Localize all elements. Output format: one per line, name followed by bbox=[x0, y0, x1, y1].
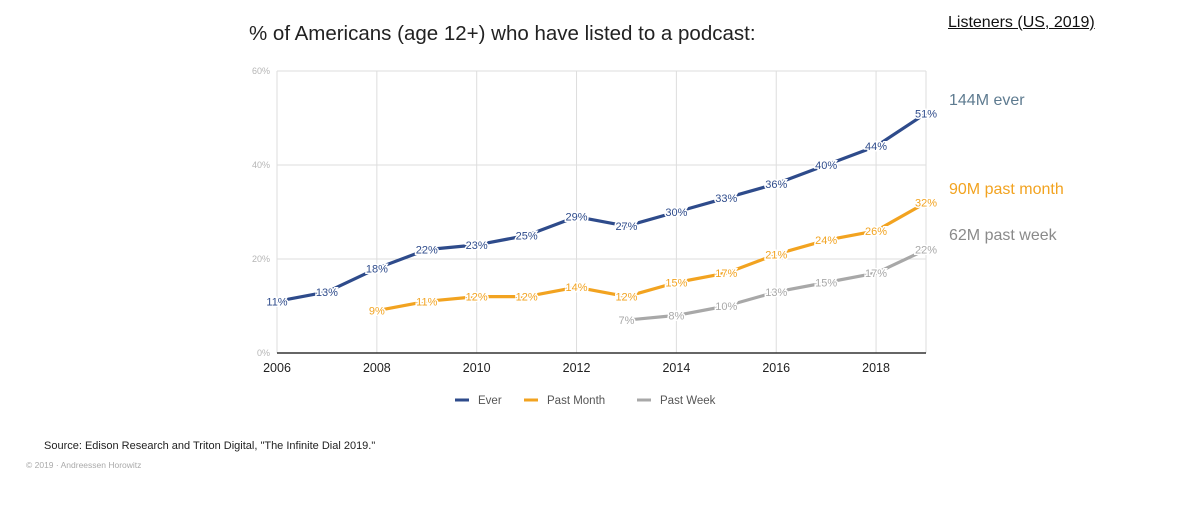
data-label: 24% bbox=[815, 235, 837, 247]
legend-label: Past Month bbox=[547, 395, 605, 407]
data-point bbox=[724, 271, 728, 275]
data-point bbox=[774, 252, 778, 256]
data-label: 12% bbox=[516, 292, 538, 304]
data-point bbox=[924, 201, 928, 205]
data-point bbox=[475, 243, 479, 247]
data-point bbox=[375, 266, 379, 270]
data-point bbox=[624, 318, 629, 322]
data-label: 44% bbox=[865, 141, 887, 153]
data-label: 17% bbox=[865, 268, 887, 280]
note-ever: 144M ever bbox=[949, 92, 1025, 109]
data-point bbox=[874, 271, 878, 275]
data-point bbox=[874, 229, 878, 233]
source-note: Source: Edison Research and Triton Digit… bbox=[44, 440, 376, 452]
data-point bbox=[525, 295, 529, 299]
data-point bbox=[624, 295, 629, 299]
data-point bbox=[674, 210, 678, 214]
x-tick-label: 2018 bbox=[862, 361, 890, 375]
x-tick-label: 2012 bbox=[563, 361, 591, 375]
data-point bbox=[574, 215, 579, 219]
data-point bbox=[624, 224, 629, 228]
data-label: 13% bbox=[765, 287, 787, 299]
data-label: 40% bbox=[815, 160, 837, 172]
data-point bbox=[674, 313, 678, 317]
listeners-header: Listeners (US, 2019) bbox=[948, 14, 1095, 31]
data-label: 13% bbox=[316, 287, 338, 299]
data-label: 22% bbox=[915, 245, 937, 257]
legend-label: Past Week bbox=[660, 395, 716, 407]
data-point bbox=[774, 182, 778, 186]
data-point bbox=[824, 163, 828, 167]
x-tick-label: 2014 bbox=[662, 361, 690, 375]
data-point bbox=[724, 196, 728, 200]
data-point bbox=[874, 144, 878, 148]
data-label: 51% bbox=[915, 108, 937, 120]
data-point bbox=[425, 248, 429, 252]
data-label: 14% bbox=[566, 282, 588, 294]
data-label: 15% bbox=[815, 278, 837, 290]
data-label: 18% bbox=[366, 263, 388, 275]
data-label: 9% bbox=[369, 306, 385, 318]
data-label: 17% bbox=[715, 268, 737, 280]
data-point bbox=[774, 290, 778, 294]
data-point bbox=[325, 290, 329, 294]
data-point bbox=[425, 299, 429, 303]
chart-title: % of Americans (age 12+) who have listed… bbox=[249, 22, 756, 45]
data-label: 15% bbox=[665, 278, 687, 290]
data-label: 27% bbox=[615, 221, 637, 233]
data-label: 33% bbox=[715, 193, 737, 205]
data-label: 32% bbox=[915, 198, 937, 210]
data-point bbox=[275, 299, 279, 303]
data-label: 12% bbox=[466, 292, 488, 304]
note-past-week: 62M past week bbox=[949, 227, 1057, 244]
data-label: 21% bbox=[765, 249, 787, 261]
data-point bbox=[525, 233, 529, 238]
data-point bbox=[824, 280, 828, 285]
data-point bbox=[574, 285, 579, 289]
data-label: 36% bbox=[765, 179, 787, 191]
x-tick-label: 2010 bbox=[463, 361, 491, 375]
data-label: 10% bbox=[715, 301, 737, 313]
y-tick-label: 40% bbox=[252, 160, 270, 170]
series-line-past-month bbox=[375, 201, 928, 313]
data-point bbox=[475, 295, 479, 299]
data-point bbox=[924, 111, 928, 115]
series-line-ever bbox=[275, 111, 928, 303]
data-point bbox=[724, 304, 728, 308]
data-label: 12% bbox=[615, 292, 637, 304]
data-label: 23% bbox=[466, 240, 488, 252]
data-label: 29% bbox=[566, 212, 588, 224]
data-label: 22% bbox=[416, 245, 438, 257]
data-label: 11% bbox=[416, 296, 437, 308]
note-past-month: 90M past month bbox=[949, 181, 1064, 198]
data-point bbox=[674, 280, 678, 285]
data-label: 7% bbox=[619, 315, 635, 327]
y-tick-label: 20% bbox=[252, 254, 270, 264]
data-point bbox=[375, 309, 379, 313]
y-tick-label: 60% bbox=[252, 66, 270, 76]
data-label: 8% bbox=[668, 310, 684, 322]
legend-label: Ever bbox=[478, 395, 502, 407]
data-label: 11% bbox=[266, 296, 287, 308]
x-tick-label: 2008 bbox=[363, 361, 391, 375]
data-label: 25% bbox=[516, 231, 538, 243]
data-label: 26% bbox=[865, 226, 887, 238]
data-point bbox=[824, 238, 828, 242]
copyright-note: © 2019 · Andreessen Horowitz bbox=[26, 460, 142, 470]
x-tick-label: 2006 bbox=[263, 361, 291, 375]
data-point bbox=[924, 248, 928, 252]
x-tick-label: 2016 bbox=[762, 361, 790, 375]
y-tick-label: 0% bbox=[257, 348, 270, 358]
data-label: 30% bbox=[665, 207, 687, 219]
